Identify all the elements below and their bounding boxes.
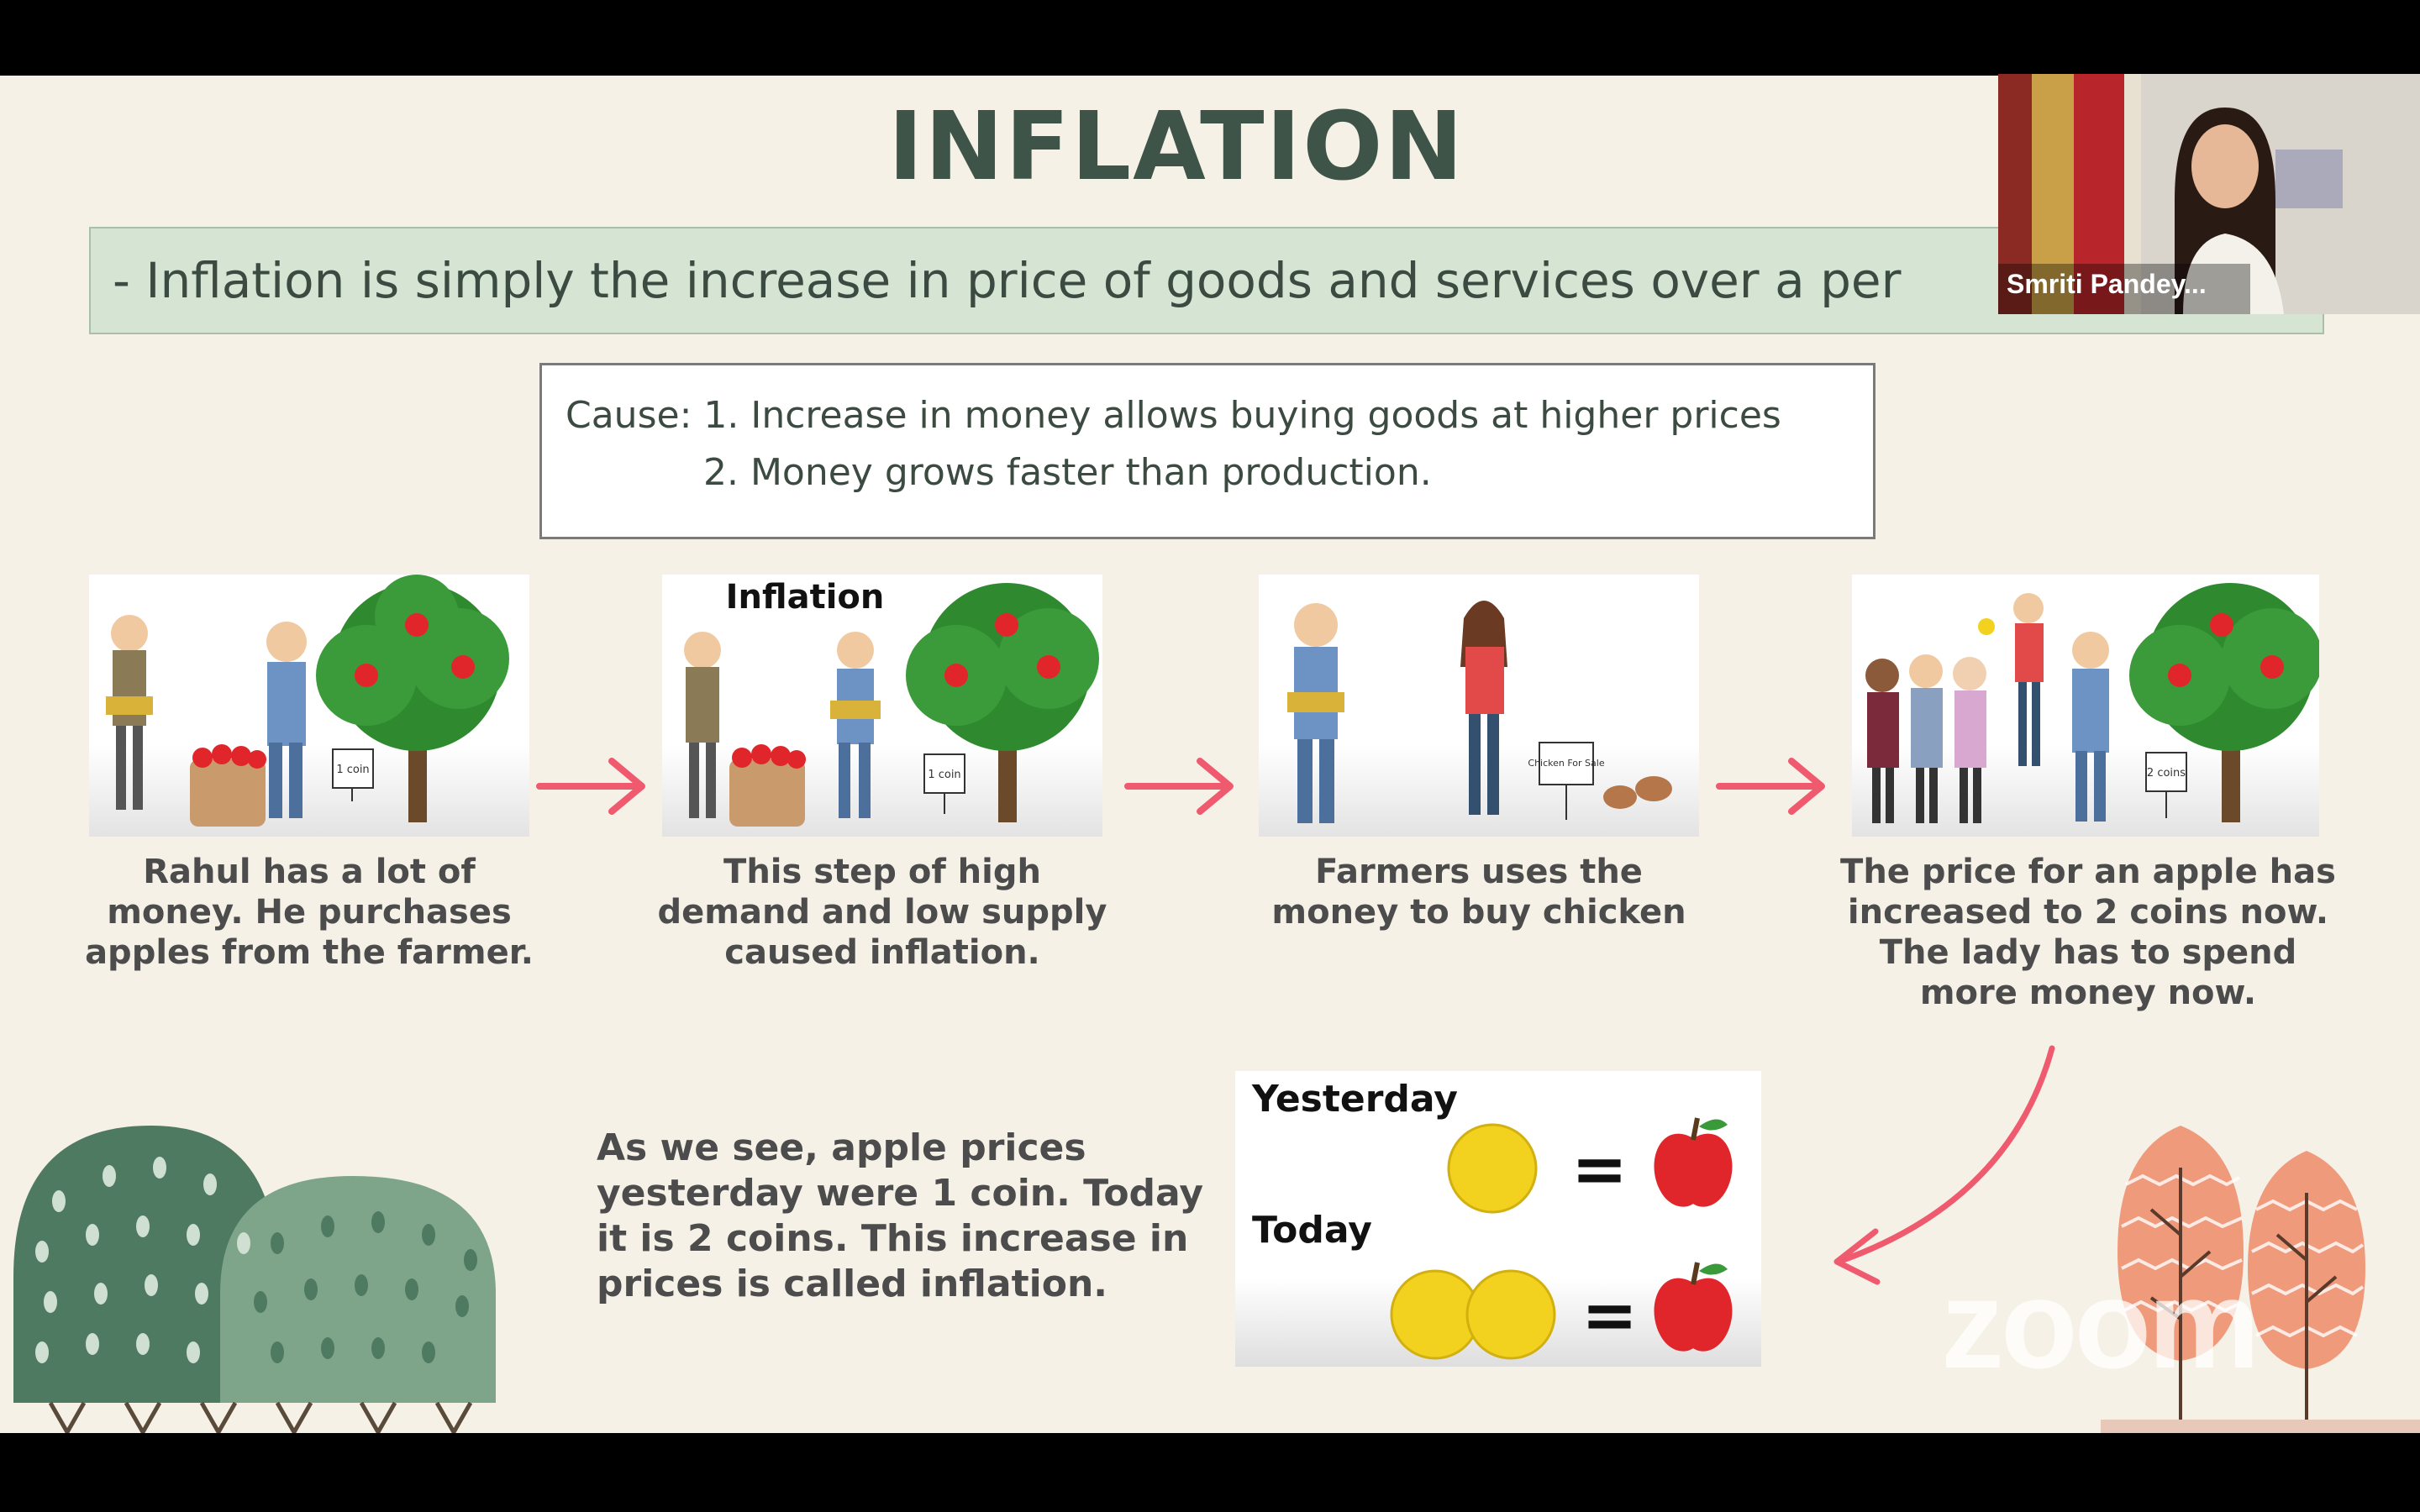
- panel-sign: 1 coin: [336, 764, 369, 776]
- cause-line-2: 2. Money grows faster than production.: [703, 451, 1432, 494]
- illustration-farmer-chicken: Chicken For Sale: [1287, 601, 1672, 823]
- right-arrow-icon: [1124, 758, 1234, 815]
- equals-sign: =: [1581, 1276, 1639, 1354]
- illustration-people-tree: 2 coins: [1865, 583, 2319, 823]
- participant-video-tile[interactable]: Smriti Pandey...: [1998, 74, 2420, 314]
- panel-caption-4: The price for an apple has increased to …: [1840, 853, 2336, 1012]
- panel-sign: 1 coin: [928, 769, 960, 781]
- coin-icon: [1465, 1269, 1556, 1360]
- panel-caption-1: Rahul has a lot of money. He purchases a…: [85, 853, 534, 972]
- right-arrow-icon: [536, 758, 645, 815]
- price-comparison: Yesterday Today = =: [1235, 1071, 1761, 1367]
- panel-caption-3: Farmers uses the money to buy chicken: [1271, 853, 1686, 932]
- panel-farmer-buys-chicken: Chicken For Sale: [1259, 575, 1699, 837]
- definition-banner: - Inflation is simply the increase in pr…: [89, 227, 2324, 334]
- equals-sign: =: [1571, 1130, 1628, 1208]
- apple-icon: [1654, 1117, 1733, 1207]
- cause-line-1: Cause: 1. Increase in money allows buyin…: [566, 394, 1781, 437]
- tree-decoration: [2101, 1126, 2420, 1433]
- panel-caption-2: This step of high demand and low supply …: [657, 853, 1107, 972]
- illustration-rahul-farmer-tree: 1 coin: [106, 575, 509, 827]
- participant-name: Smriti Pandey...: [2007, 269, 2207, 299]
- summary-text: As we see, apple prices yesterday were 1…: [597, 1126, 1204, 1305]
- yesterday-label: Yesterday: [1252, 1078, 1458, 1121]
- right-arrow-icon: [1716, 758, 1825, 815]
- zoom-bottom-bar: [0, 1433, 2420, 1512]
- participant-video: [1998, 74, 2420, 314]
- cause-box: Cause: 1. Increase in money allows buyin…: [539, 363, 1876, 539]
- panel-sign: Chicken For Sale: [1528, 758, 1604, 769]
- coin-icon: [1447, 1123, 1538, 1214]
- apple-icon: [1654, 1262, 1733, 1352]
- panel-rahul-buys-apples: 1 coin: [89, 575, 529, 837]
- slide-title: INFLATION: [887, 92, 1465, 202]
- bush-decoration: [13, 1126, 496, 1433]
- panel-sign: 2 coins: [2147, 767, 2186, 780]
- panel-price-increased: 2 coins: [1852, 575, 2319, 837]
- panel-inflation: Inflation 1 coin: [662, 575, 1102, 837]
- panel-heading: Inflation: [726, 578, 885, 617]
- today-label: Today: [1252, 1209, 1372, 1252]
- curved-arrow-icon: [1833, 1045, 2055, 1285]
- zoom-watermark: zoom: [1941, 1253, 2260, 1394]
- illustration-inflation-scene: Inflation 1 coin: [684, 578, 1099, 827]
